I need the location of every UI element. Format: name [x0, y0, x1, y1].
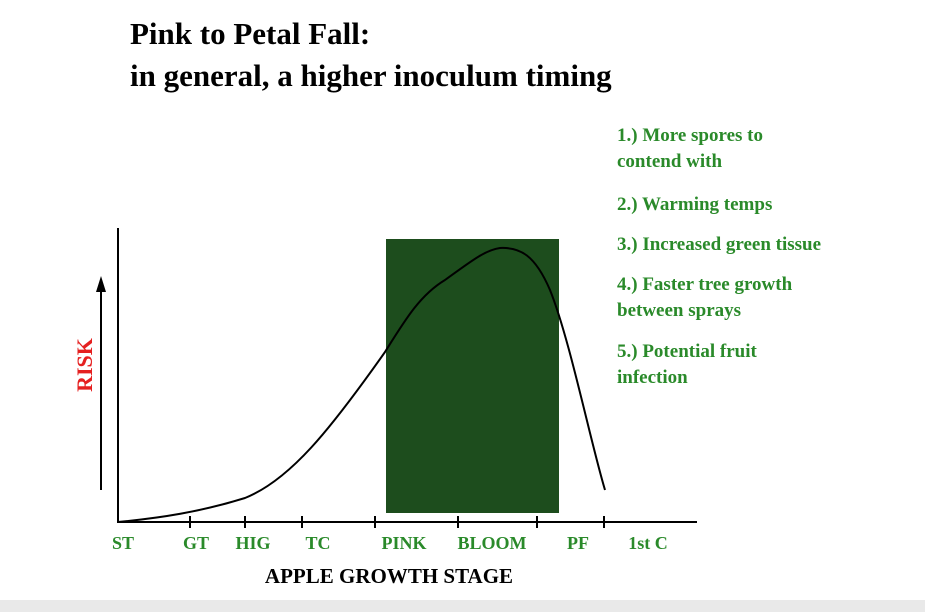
factor-line: 3.) Increased green tissue [617, 234, 822, 255]
factor-line: contend with [617, 151, 723, 172]
pink-to-petal-fall-window [386, 239, 559, 513]
stage-label: 1st C [628, 533, 668, 553]
stage-label: ST [111, 533, 135, 553]
factor-line: 1.) More spores to [617, 125, 763, 146]
x-label: APPLE GROWTH STAGE [265, 564, 513, 588]
factor-line: infection [617, 367, 688, 388]
title-line: in general, a higher inoculum timing [130, 58, 612, 93]
stage-label: BLOOM [457, 533, 527, 553]
y-label: RISK [72, 338, 97, 392]
stage-label: HIG [235, 533, 271, 553]
factor-line: between sprays [617, 300, 742, 321]
stage-label: PF [567, 533, 589, 553]
factor-line: 2.) Warming temps [617, 194, 773, 215]
title-line: Pink to Petal Fall: [130, 16, 371, 51]
stage-label: GT [182, 533, 210, 553]
bottom-band [0, 600, 925, 612]
factor-line: 5.) Potential fruit [617, 341, 757, 362]
stage-label: TC [305, 533, 331, 553]
stage-label: PINK [381, 533, 427, 553]
x-ticks [189, 516, 605, 528]
factor-line: 4.) Faster tree growth [617, 274, 793, 295]
arrow-head [96, 276, 106, 292]
risk-curve [117, 246, 606, 523]
